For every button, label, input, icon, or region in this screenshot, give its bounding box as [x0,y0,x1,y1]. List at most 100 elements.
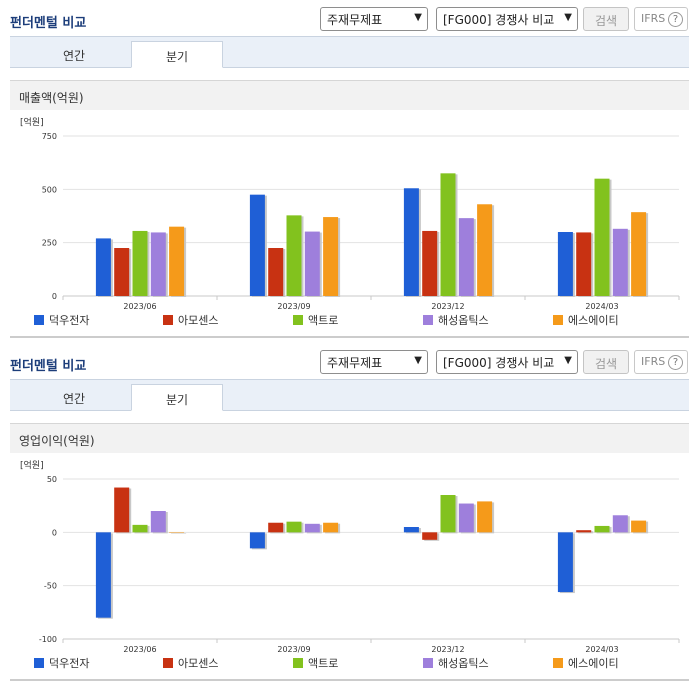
y-tick-label: 500 [42,185,57,194]
x-tick-label: 2024/03 [585,645,618,654]
bar [114,487,130,533]
bar [631,212,647,296]
bar [422,230,438,296]
chevron-down-icon: ▼ [414,355,422,366]
x-tick-label: 2024/03 [585,302,618,311]
tab-bar: 연간 분기 [10,36,689,68]
panel-title: 펀더멘털 비교 [10,16,87,31]
y-unit-label: [억원] [20,116,44,128]
y-tick-label: 750 [42,132,57,141]
revenue-panel: 펀더멘털 비교 주재무제표 ▼ [FG000] 경쟁사 비교 ▼ 검색 IFRS… [0,0,696,338]
legend-label: 에스에이티 [568,657,619,670]
bar [304,523,320,533]
operating-profit-chart-svg: [억원] -100 -50 0 50 2023/06 2023/09 2023/12 2024/… [20,459,680,670]
legend-swatch [34,658,44,668]
bar [249,194,265,296]
bar [268,522,284,533]
y-tick-label: 0 [52,292,57,301]
legend-swatch [553,315,563,325]
legend-label: 아모센스 [178,657,218,670]
legend-label: 아모센스 [178,314,218,327]
ifrs-button[interactable]: IFRS ? [634,350,688,374]
bar [286,521,302,533]
bar [576,232,592,296]
bar [440,173,456,296]
bar [403,527,419,533]
section-title: 영업이익(억원) [10,423,689,453]
group-select-value: [FG000] 경쟁사 비교 [443,13,555,27]
x-tick-label: 2023/06 [123,645,156,654]
search-button[interactable]: 검색 [583,7,629,31]
statement-select[interactable]: 주재무제표 ▼ [320,350,428,374]
divider [10,336,689,338]
bar [150,232,166,296]
legend-swatch [423,658,433,668]
operating-profit-chart: [억원] -100 -50 0 50 2023/06 2023/09 2023/12 2024/… [10,457,689,679]
help-icon[interactable]: ? [668,12,683,27]
bar [249,532,265,549]
bar [323,217,339,296]
legend-label: 해성옵틱스 [438,656,489,670]
bar [440,495,456,533]
tab-quarterly[interactable]: 분기 [131,384,223,411]
legend-swatch [163,658,173,668]
x-tick-label: 2023/12 [431,302,464,311]
group-select[interactable]: [FG000] 경쟁사 비교 ▼ [436,7,578,31]
legend-swatch [293,658,303,668]
bar [132,230,148,296]
bar [286,215,302,296]
legend-label: 액트로 [308,314,338,327]
y-tick-label: 0 [52,528,57,537]
tab-bar: 연간 분기 [10,379,689,411]
bar [458,218,474,296]
operating-profit-panel: 펀더멘털 비교 주재무제표 ▼ [FG000] 경쟁사 비교 ▼ 검색 IFRS… [0,343,696,684]
help-icon[interactable]: ? [668,355,683,370]
section-title: 매출액(억원) [10,80,689,110]
chevron-down-icon: ▼ [564,12,572,23]
panel-header: 펀더멘털 비교 주재무제표 ▼ [FG000] 경쟁사 비교 ▼ 검색 IFRS… [0,0,696,34]
group-select-value: [FG000] 경쟁사 비교 [443,356,555,370]
x-tick-label: 2023/09 [277,302,310,311]
legend-swatch [553,658,563,668]
revenue-chart-svg: [억원] 0 250 500 750 2023/06 2023/09 2023/12 2024/… [20,116,680,327]
chevron-down-icon: ▼ [564,355,572,366]
bar [323,522,339,533]
group-select[interactable]: [FG000] 경쟁사 비교 ▼ [436,350,578,374]
statement-select[interactable]: 주재무제표 ▼ [320,7,428,31]
tab-annual[interactable]: 연간 [62,49,86,63]
bar [403,188,419,296]
bar [95,532,111,618]
ifrs-button[interactable]: IFRS ? [634,7,688,31]
y-tick-label: -100 [39,635,57,644]
bar [169,532,185,533]
y-tick-label: 250 [42,239,57,248]
bar [557,232,573,296]
statement-select-value: 주재무제표 [327,13,383,27]
tab-annual[interactable]: 연간 [62,392,86,406]
x-tick-label: 2023/09 [277,645,310,654]
bar [114,248,130,296]
bar [150,511,166,533]
ifrs-label: IFRS [641,355,666,368]
revenue-chart: [억원] 0 250 500 750 2023/06 2023/09 2023/12 2024/… [10,114,689,336]
bar [631,520,647,533]
y-tick-label: -50 [44,582,57,591]
bar [268,248,284,296]
legend-label: 에스에이티 [568,314,619,327]
panel-header: 펀더멘털 비교 주재무제표 ▼ [FG000] 경쟁사 비교 ▼ 검색 IFRS… [0,343,696,377]
legend-label: 덕우전자 [49,657,89,670]
legend-label: 덕우전자 [49,314,89,327]
bar [612,515,628,533]
bar [477,204,493,296]
y-tick-label: 50 [47,475,57,484]
tab-quarterly[interactable]: 분기 [131,41,223,68]
bar [95,238,111,296]
legend-swatch [163,315,173,325]
bar [304,231,320,296]
x-tick-label: 2023/12 [431,645,464,654]
panel-title: 펀더멘털 비교 [10,359,87,374]
search-button[interactable]: 검색 [583,350,629,374]
legend-label: 해성옵틱스 [438,313,489,327]
legend-swatch [34,315,44,325]
bar [557,532,573,593]
